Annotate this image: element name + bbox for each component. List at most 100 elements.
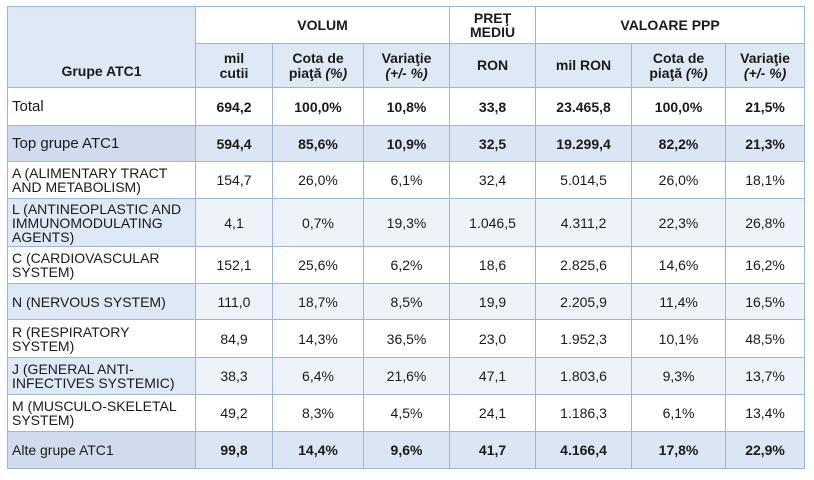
- table-row: A (ALIMENTARY TRACT AND METABOLISM) 154,…: [7, 161, 806, 199]
- cell: 100,0%: [631, 87, 727, 126]
- table-row: R (RESPIRATORY SYSTEM) 84,9 14,3% 36,5% …: [7, 319, 806, 358]
- row-label: A (ALIMENTARY TRACT AND METABOLISM): [7, 161, 196, 199]
- cota-volum-line3: (%): [325, 64, 348, 81]
- cell: 6,1%: [631, 394, 727, 432]
- cell: 11,4%: [631, 283, 727, 320]
- cell: 19,9: [449, 283, 537, 320]
- cell: 36,5%: [362, 319, 451, 358]
- volum-header: VOLUM: [194, 6, 451, 44]
- cota-volum-line2: piaţă: [288, 64, 322, 81]
- cell: 2.825,6: [535, 246, 633, 284]
- table-row: C (CARDIOVASCULAR SYSTEM) 152,1 25,6% 6,…: [7, 246, 806, 284]
- cell: 14,4%: [272, 431, 364, 469]
- header-sub-row: mil cutii Cota de piaţă (%) Variaţie (+/…: [8, 43, 806, 88]
- cell: 2.205,9: [535, 283, 633, 320]
- cota-piata-volum-header: Cota de piaţă (%): [272, 43, 364, 88]
- row-label: N (NERVOUS SYSTEM): [7, 283, 196, 320]
- cell: 26,8%: [725, 198, 806, 247]
- cell: 8,5%: [362, 283, 451, 320]
- cell: 16,5%: [725, 283, 806, 320]
- variatie-valoare-line1: Variaţie: [740, 49, 790, 66]
- cell: 13,4%: [725, 394, 806, 432]
- cell: 6,4%: [272, 357, 364, 395]
- cell: 47,1: [449, 357, 537, 395]
- cell: 6,1%: [362, 161, 451, 199]
- variatie-valoare-line2: (+/- %): [743, 64, 787, 81]
- mil-cutii-header: mil cutii: [195, 43, 273, 88]
- cell: 1.186,3: [535, 394, 633, 432]
- cell: 84,9: [195, 319, 273, 358]
- mil-ron-header: mil RON: [535, 43, 633, 88]
- table-row: J (GENERAL ANTI-INFECTIVES SYSTEMIC) 38,…: [7, 357, 806, 395]
- table-row: Top grupe ATC1 594,4 85,6% 10,9% 32,5 19…: [7, 125, 806, 162]
- cell: 33,8: [449, 87, 537, 126]
- valoare-ppp-header: VALOARE PPP: [535, 6, 806, 44]
- cell: 5.014,5: [535, 161, 633, 199]
- cota-valoare-line3: (%): [685, 64, 708, 81]
- cell: 14,6%: [631, 246, 727, 284]
- cell: 152,1: [195, 246, 273, 284]
- cell: 21,5%: [725, 87, 806, 126]
- atc-table-container: Grupe ATC1 VOLUM PREŢ MEDIU VALOARE PPP …: [7, 6, 806, 469]
- cell: 38,3: [195, 357, 273, 395]
- cell: 13,7%: [725, 357, 806, 395]
- cell: 9,3%: [631, 357, 727, 395]
- table-row: N (NERVOUS SYSTEM) 111,0 18,7% 8,5% 19,9…: [7, 283, 806, 320]
- header-group-row: Grupe ATC1 VOLUM PREŢ MEDIU VALOARE PPP: [7, 6, 806, 88]
- row-label: J (GENERAL ANTI-INFECTIVES SYSTEMIC): [7, 357, 196, 395]
- row-label: Total: [7, 87, 196, 126]
- cell: 41,7: [449, 431, 537, 469]
- cell: 26,0%: [631, 161, 727, 199]
- mil-cutii-line2: cutii: [219, 64, 249, 81]
- table-row: M (MUSCULO-SKELETAL SYSTEM) 49,2 8,3% 4,…: [7, 394, 806, 432]
- cell: 4,5%: [362, 394, 451, 432]
- cell: 10,9%: [362, 125, 451, 162]
- cell: 1.952,3: [535, 319, 633, 358]
- cell: 23,0: [449, 319, 537, 358]
- cell: 694,2: [195, 87, 273, 126]
- cell: 32,4: [449, 161, 537, 199]
- cell: 10,8%: [362, 87, 451, 126]
- cell: 18,6: [449, 246, 537, 284]
- cell: 10,1%: [631, 319, 727, 358]
- cell: 14,3%: [272, 319, 364, 358]
- cell: 49,2: [195, 394, 273, 432]
- pret-mediu-line1: PREŢ: [473, 10, 512, 26]
- cell: 25,6%: [272, 246, 364, 284]
- variatie-volum-header: Variaţie (+/- %): [362, 43, 451, 88]
- cell: 154,7: [195, 161, 273, 199]
- cell: 100,0%: [272, 87, 364, 126]
- pret-mediu-header: PREŢ MEDIU: [449, 6, 537, 44]
- cell: 21,3%: [725, 125, 806, 162]
- table-row: Total 694,2 100,0% 10,8% 33,8 23.465,8 1…: [7, 87, 806, 126]
- cell: 0,7%: [272, 198, 364, 247]
- cell: 4.311,2: [535, 198, 633, 247]
- cota-piata-valoare-header: Cota de piaţă (%): [631, 43, 727, 88]
- cell: 111,0: [195, 283, 273, 320]
- cell: 18,1%: [725, 161, 806, 199]
- cell: 82,2%: [631, 125, 727, 162]
- atc-groups-table: Grupe ATC1 VOLUM PREŢ MEDIU VALOARE PPP …: [7, 6, 806, 469]
- cota-valoare-line1: Cota de: [652, 49, 705, 66]
- cell: 19.299,4: [535, 125, 633, 162]
- cell: 22,9%: [725, 431, 806, 469]
- cell: 17,8%: [631, 431, 727, 469]
- mil-cutii-line1: mil: [223, 49, 245, 66]
- cell: 23.465,8: [535, 87, 633, 126]
- cell: 18,7%: [272, 283, 364, 320]
- cell: 32,5: [449, 125, 537, 162]
- cell: 21,6%: [362, 357, 451, 395]
- cell: 8,3%: [272, 394, 364, 432]
- row-label: M (MUSCULO-SKELETAL SYSTEM): [7, 394, 196, 432]
- row-label-header: Grupe ATC1: [7, 6, 196, 88]
- cell: 6,2%: [362, 246, 451, 284]
- cell: 19,3%: [362, 198, 451, 247]
- variatie-volum-line1: Variaţie: [381, 49, 432, 66]
- cell: 99,8: [195, 431, 273, 469]
- row-label: C (CARDIOVASCULAR SYSTEM): [7, 246, 196, 284]
- row-label: Alte grupe ATC1: [7, 431, 196, 469]
- cota-valoare-line2: piaţă: [649, 64, 683, 81]
- variatie-volum-line2: (+/- %): [385, 64, 428, 81]
- row-label: Top grupe ATC1: [7, 125, 196, 162]
- table-row: Alte grupe ATC1 99,8 14,4% 9,6% 41,7 4.1…: [7, 431, 806, 469]
